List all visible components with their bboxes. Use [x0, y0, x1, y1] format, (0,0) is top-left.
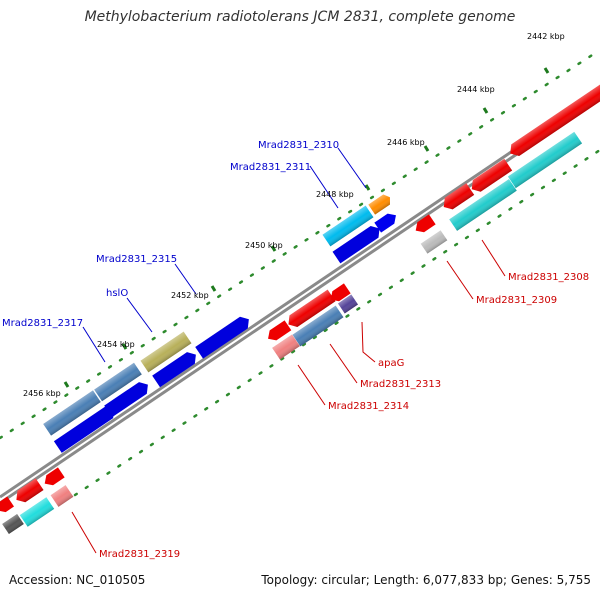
gene-Mrad2831_2310: [368, 194, 390, 215]
gene-label: Mrad2831_2315: [96, 254, 177, 265]
gene-arrow: [0, 496, 14, 513]
gene-arrow: [471, 158, 513, 192]
genome-summary: Topology: circular; Length: 6,077,833 bp…: [261, 573, 591, 587]
gene-block: [43, 390, 101, 436]
gene-arrow: [53, 406, 115, 453]
gene-arrow: [332, 226, 380, 264]
gene-cyan: [449, 179, 517, 231]
gene-label: Mrad2831_2314: [328, 401, 409, 412]
gene-apaG: [330, 283, 351, 302]
gene-Mrad2831_2314: [272, 334, 300, 360]
gene-Mrad2831_2319: [50, 485, 74, 507]
gene-arrow: [44, 467, 65, 486]
ruler-label: 2456 kbp: [23, 389, 61, 398]
gene-arrow: [152, 352, 196, 388]
leader-lines: [71, 147, 506, 554]
reverse-gene-labels: Mrad2831_2308 Mrad2831_2309 apaG Mrad283…: [99, 272, 589, 560]
gene-label: Mrad2831_2319: [99, 549, 180, 560]
gene-arrow: [288, 289, 336, 327]
gene-label: apaG: [378, 358, 404, 369]
gene-cyan: [19, 497, 55, 527]
gene-label: Mrad2831_2308: [508, 272, 589, 283]
gene-arrow: [374, 213, 396, 233]
gene-label: Mrad2831_2309: [476, 295, 557, 306]
gene-label: Mrad2831_2310: [258, 140, 339, 151]
ruler-label: 2448 kbp: [316, 190, 354, 199]
gene-label: Mrad2831_2313: [360, 379, 441, 390]
forward-gene-labels: Mrad2831_2310 Mrad2831_2311 Mrad2831_231…: [2, 140, 339, 329]
forward-genes: [43, 194, 396, 453]
gene-arrow: [510, 80, 600, 156]
accession-text: Accession: NC_010505: [9, 573, 146, 587]
gene-arrow: [104, 382, 148, 418]
gene-Mrad2831_2313: [292, 305, 344, 347]
ruler-label: 2450 kbp: [245, 241, 283, 250]
gene-apaG-block: [338, 294, 358, 314]
gene-label: hslO: [106, 288, 128, 299]
ruler-label: 2454 kbp: [97, 340, 135, 349]
gene-label: Mrad2831_2317: [2, 318, 83, 329]
ruler-label: 2452 kbp: [171, 291, 209, 300]
map-title: Methylobacterium radiotolerans JCM 2831,…: [84, 9, 516, 25]
ruler-labels: 2442 kbp 2444 kbp 2446 kbp 2448 kbp 2450…: [23, 32, 565, 398]
gene-arrow: [268, 320, 292, 341]
reverse-genes: [0, 80, 600, 535]
gene-Mrad2831_2308: [415, 214, 436, 233]
guide-lines: [0, 48, 600, 497]
ruler-label: 2442 kbp: [527, 32, 565, 41]
gene-Mrad2831_2309: [420, 230, 448, 254]
major-ticks: [63, 67, 550, 388]
gene-Mrad2831_2315: [195, 316, 249, 359]
gene-arrow: [16, 478, 44, 503]
gene-label: Mrad2831_2311: [230, 162, 311, 173]
gene-Mrad2831_2317: [94, 362, 142, 402]
ruler-label: 2446 kbp: [387, 138, 425, 147]
gene-grey: [2, 513, 24, 535]
gene-cyan: [507, 131, 583, 189]
gene-arrow: [443, 183, 475, 210]
gene-hslO: [140, 331, 192, 373]
ruler-label: 2444 kbp: [457, 85, 495, 94]
gene-Mrad2831_2311: [322, 205, 374, 247]
